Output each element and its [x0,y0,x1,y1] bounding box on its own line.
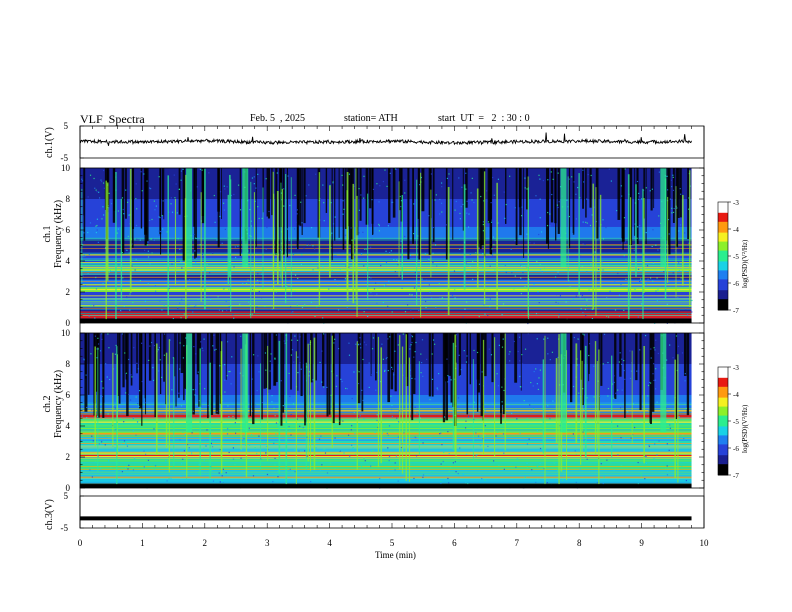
figure-title: VLF Spectra [80,112,145,126]
ch1-spectrogram [80,168,693,325]
y-tick-label: 4 [66,421,71,431]
y-tick-label: 0 [66,318,71,328]
colorbar-tick-label: -6 [733,445,739,453]
y-tick-label: 6 [66,390,71,400]
x-tick-label: 9 [639,538,644,548]
colorbar-tick-label: -7 [733,472,739,480]
y-tick-label: 4 [66,256,71,266]
colorbar-tick-label: -5 [733,418,739,426]
ch2-spectrogram-ylabel: ch.2 Frequency (kHz) [42,369,64,438]
y-tick-label: 10 [61,163,71,173]
x-tick-label: 4 [327,538,332,548]
y-tick-label: 5 [64,491,69,501]
colorbar-ch1-label: log(PSD)(V²/Hz) [741,239,749,288]
ch3-waveform-ylabel: ch.3(V) [44,499,55,530]
ch2-spectrogram [80,333,692,489]
x-axis-label: Time (min) [375,550,416,560]
x-tick-label: 3 [265,538,270,548]
x-tick-label: 8 [577,538,582,548]
y-tick-label: -5 [61,523,69,533]
y-tick-label: 8 [66,194,71,204]
x-tick-label: 7 [515,538,520,548]
start-time-label: start UT = 2 : 30 : 0 [438,113,530,124]
x-tick-label: 1 [140,538,145,548]
x-tick-label: 2 [203,538,208,548]
x-tick-label: 10 [700,538,710,548]
ch1-spectrogram-ylabel: ch.1 Frequency (kHz) [42,199,64,268]
colorbar-ch1: -3 -4 -5 -6 -7 [717,199,739,315]
colorbar-ch2: -3 -4 -5 -6 -7 [717,364,739,480]
y-tick-label: 2 [66,287,71,297]
date-label: Feb. 5 , 2025 [250,113,305,124]
y-tick-label: 6 [66,225,71,235]
colorbar-tick-label: -5 [733,253,739,261]
colorbar-tick-label: -3 [733,199,739,207]
colorbar-tick-label: -6 [733,280,739,288]
station-label: station= ATH [344,113,398,124]
x-tick-label: 5 [390,538,395,548]
colorbar-tick-label: -4 [733,391,739,399]
ch1-waveform [79,132,692,146]
y-tick-label: 10 [61,328,71,338]
colorbar-tick-label: -4 [733,226,739,234]
y-tick-label: 0 [66,483,71,493]
y-tick-label: 8 [66,359,71,369]
ch1-waveform-ylabel: ch.1(V) [44,127,55,158]
x-tick-label: 6 [452,538,457,548]
y-tick-label: 2 [66,452,71,462]
colorbar-tick-label: -3 [733,364,739,372]
colorbar-ch2-label: log(PSD)(V²/Hz) [741,404,749,453]
y-tick-label: -5 [61,153,69,163]
y-tick-label: 5 [64,121,69,131]
colorbar-tick-label: -7 [733,307,739,315]
x-tick-label: 0 [78,538,83,548]
